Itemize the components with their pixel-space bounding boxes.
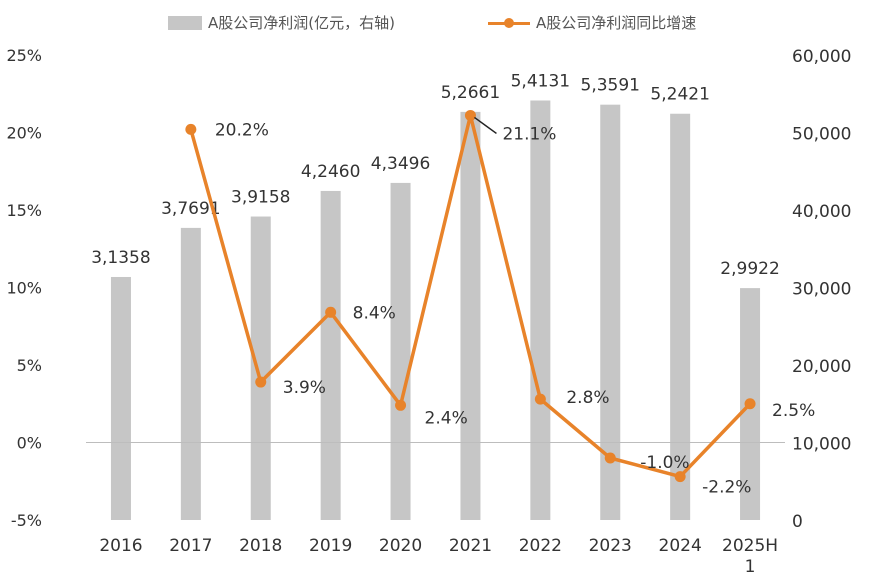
- bar-data-label: 2,9922: [720, 259, 779, 279]
- label-leader-line: [474, 116, 497, 135]
- bar-data-label: 3,9158: [231, 188, 290, 208]
- growth-point-2019: [325, 306, 337, 318]
- left-axis-tick-label: 25%: [6, 46, 42, 65]
- growth-data-label: 21.1%: [502, 124, 556, 144]
- chart-legend: A股公司净利润(亿元，右轴) A股公司净利润同比增速: [0, 12, 881, 42]
- bar-2017: [180, 227, 201, 520]
- bar-2024: [670, 113, 691, 521]
- legend-line-swatch: [488, 16, 530, 30]
- x-axis-tick-label: 2016: [99, 536, 142, 556]
- bar-data-label: 5,3591: [581, 76, 640, 96]
- right-axis-tick-label: 0: [792, 512, 803, 532]
- x-axis-tick-label: 2025H: [722, 536, 778, 556]
- growth-data-label: 2.8%: [566, 388, 609, 408]
- bar-2018: [250, 216, 271, 520]
- right-axis-tick-label: 30,000: [792, 280, 851, 300]
- growth-data-label: 2.4%: [425, 408, 468, 428]
- bar-data-label: 4,2460: [301, 162, 360, 182]
- growth-point-2021: [464, 109, 476, 121]
- growth-data-label: -1.0%: [640, 453, 689, 473]
- legend-bar-swatch: [168, 15, 202, 30]
- growth-point-2020: [395, 399, 407, 411]
- legend-bar-label: A股公司净利润(亿元，右轴): [208, 14, 395, 32]
- bar-data-label: 4,3496: [371, 154, 430, 174]
- bar-2020: [390, 182, 411, 520]
- right-axis-tick-label: 40,000: [792, 202, 851, 222]
- growth-point-2018: [255, 376, 267, 388]
- x-axis-tick-label: 2023: [589, 536, 632, 556]
- x-axis-tick-label: 2021: [449, 536, 492, 556]
- growth-data-label: 20.2%: [215, 120, 269, 140]
- left-axis-tick-label: 15%: [6, 201, 42, 220]
- right-axis-tick-label: 20,000: [792, 357, 851, 377]
- legend-item-net-profit: A股公司净利润(亿元，右轴): [168, 12, 395, 33]
- x-axis-tick-label: 1: [745, 557, 756, 577]
- right-axis-tick-label: 50,000: [792, 125, 851, 145]
- growth-data-label: 8.4%: [353, 303, 396, 323]
- growth-point-2022: [534, 393, 546, 405]
- growth-point-2017: [185, 123, 197, 135]
- growth-point-2023: [604, 452, 616, 464]
- bar-2016: [110, 276, 131, 520]
- x-axis-tick-label: 2017: [169, 536, 212, 556]
- growth-point-2024: [674, 471, 686, 483]
- legend-item-growth: A股公司净利润同比增速: [488, 12, 696, 33]
- growth-data-label: 3.9%: [283, 378, 326, 398]
- legend-line-label: A股公司净利润同比增速: [536, 14, 697, 32]
- bar-data-label: 3,1358: [91, 248, 150, 268]
- growth-data-label: -2.2%: [702, 478, 751, 498]
- left-axis-tick-label: 10%: [6, 279, 42, 298]
- bar-data-label: 5,4131: [511, 71, 570, 91]
- x-axis-tick-label: 2018: [239, 536, 282, 556]
- x-axis-tick-label: 2020: [379, 536, 422, 556]
- x-axis-tick-label: 2019: [309, 536, 352, 556]
- right-axis-tick-label: 60,000: [792, 47, 851, 67]
- bar-2022: [530, 100, 551, 521]
- bar-data-label: 3,7691: [161, 199, 220, 219]
- x-axis-tick-label: 2024: [659, 536, 702, 556]
- left-axis-tick-label: 0%: [17, 434, 42, 453]
- right-axis-tick-label: 10,000: [792, 435, 851, 455]
- left-axis-tick-label: 20%: [6, 124, 42, 143]
- growth-point-2025H1: [744, 398, 756, 410]
- left-axis-tick-label: -5%: [11, 511, 42, 530]
- bar-data-label: 5,2661: [441, 83, 500, 103]
- bar-2021: [460, 111, 481, 520]
- left-axis-tick-label: 5%: [17, 356, 42, 375]
- growth-data-label: 2.5%: [772, 401, 815, 421]
- x-axis-tick-label: 2022: [519, 536, 562, 556]
- bar-2019: [320, 190, 341, 520]
- bar-2023: [600, 104, 621, 521]
- bar-data-label: 5,2421: [650, 85, 709, 105]
